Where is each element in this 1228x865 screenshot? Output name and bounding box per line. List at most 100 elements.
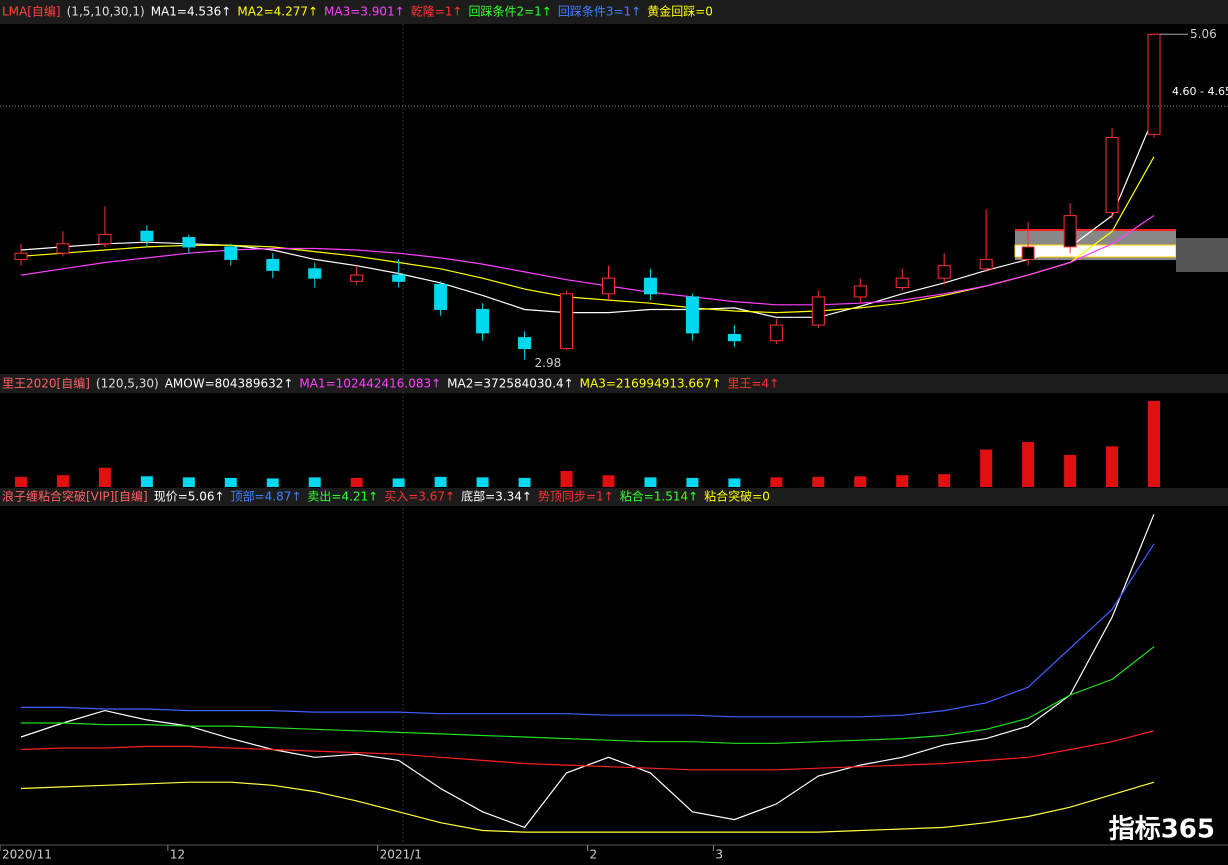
indicator-line	[20, 730, 1155, 771]
indicator-line	[20, 513, 1155, 829]
volume-bar	[392, 478, 405, 487]
x-tick-label: 2	[590, 848, 598, 862]
readout: AMOW=804389632↑	[165, 377, 294, 391]
low-label: 2.98	[535, 356, 562, 370]
readout: MA3=3.901↑	[324, 5, 405, 19]
ma-line	[20, 215, 1155, 306]
readout: MA3=216994913.667↑	[580, 377, 722, 391]
candle-body	[1147, 33, 1161, 135]
volume-bar	[476, 477, 489, 487]
candle-body	[1105, 136, 1119, 214]
candle-body	[140, 230, 154, 242]
volume-bar	[434, 476, 447, 487]
ma-line	[20, 156, 1155, 314]
volume-bar	[602, 475, 615, 487]
volume-bar	[938, 474, 951, 487]
indicator-params: (120,5,30)	[96, 377, 159, 391]
candle-body	[643, 277, 657, 295]
volume-bar	[1148, 400, 1161, 487]
ma-line	[20, 115, 1155, 318]
volume-bar	[308, 477, 321, 487]
zone-edge	[1015, 229, 1176, 231]
readout: 回踩条件2=1↑	[468, 5, 551, 19]
candle-body	[769, 324, 783, 342]
candle-body	[560, 293, 574, 350]
header-bar	[0, 488, 1228, 506]
candle-body	[224, 246, 238, 260]
volume-bar	[728, 478, 741, 487]
readout: 卖出=4.21↑	[307, 490, 378, 504]
volume-bar	[980, 449, 993, 487]
readout: 粘合突破=0	[704, 489, 770, 504]
candle-body	[308, 268, 322, 279]
volume-bar	[266, 478, 279, 487]
candle-body	[937, 265, 951, 279]
header-bar	[0, 0, 1228, 24]
candle-body	[1063, 215, 1077, 248]
indicator-name: 浪子缠粘合突破[VIP][自编]	[2, 489, 148, 504]
readout: 买入=3.67↑	[384, 490, 455, 504]
candle-body	[1021, 246, 1035, 260]
readout: MA2=4.277↑	[237, 5, 318, 19]
price-range-label: 4.60 - 4.65	[1172, 85, 1228, 98]
header-bar	[0, 374, 1228, 393]
readout: 现价=5.06↑	[154, 490, 225, 504]
candle-body	[56, 243, 70, 254]
indicator-name: LMA[自编]	[2, 4, 61, 19]
volume-bar	[350, 477, 363, 487]
readout: 势顶同步=1↑	[538, 490, 614, 504]
readout: MA1=102442416.083↑	[299, 377, 441, 391]
indicator-line	[21, 646, 1155, 744]
readout: 底部=3.34↑	[461, 489, 532, 504]
readout: MA2=372584030.4↑	[447, 377, 573, 391]
candle-body	[727, 333, 741, 342]
high-label: 5.06	[1190, 27, 1217, 41]
readout: 里王=4↑	[727, 377, 779, 391]
volume-bar	[1064, 454, 1077, 487]
volume-bar	[1106, 446, 1119, 487]
volume-bar	[1022, 442, 1035, 487]
volume-bar	[56, 475, 69, 487]
x-tick-label: 2020/11	[2, 848, 52, 862]
x-tick-label: 2021/1	[380, 848, 422, 862]
readout: MA1=4.536↑	[151, 5, 232, 19]
candle-body	[685, 296, 699, 334]
candle-body	[392, 274, 406, 282]
candle-body	[518, 337, 532, 350]
candle-body	[434, 283, 448, 310]
volume-bar	[896, 475, 909, 487]
indicator-line	[21, 543, 1155, 718]
volume-bar	[182, 477, 195, 487]
volume-bar	[98, 467, 111, 487]
candle-body	[476, 308, 490, 334]
watermark: 指标365	[1109, 815, 1215, 845]
indicator-name: 里王2020[自编]	[2, 376, 90, 391]
readout: 顶部=4.87↑	[231, 489, 302, 504]
volume-bar	[140, 476, 153, 487]
volume-bar	[812, 476, 825, 487]
candle-body	[350, 274, 364, 282]
candle-body	[182, 237, 196, 248]
readout: 乾隆=1↑	[411, 4, 463, 19]
readout: 黄金回踩=0	[647, 4, 713, 19]
volume-bar	[560, 470, 573, 487]
indicator-params: (1,5,10,30,1)	[67, 5, 145, 19]
candle-body	[98, 233, 112, 245]
candle-body	[853, 285, 867, 298]
candle-body	[601, 277, 615, 295]
readout: 回踩条件3=1↑	[558, 5, 641, 19]
candle-body	[979, 258, 993, 270]
volume-bar	[770, 477, 783, 487]
candle-body	[895, 277, 909, 289]
candle-body	[811, 296, 825, 326]
zone-tail	[1176, 238, 1228, 272]
candle-body	[266, 258, 280, 271]
volume-bar	[686, 477, 699, 487]
volume-bar	[518, 477, 531, 487]
indicator-line	[20, 781, 1155, 833]
volume-bar	[14, 476, 27, 487]
x-tick-label: 12	[170, 848, 185, 862]
readout: 粘合=1.514↑	[620, 489, 698, 504]
